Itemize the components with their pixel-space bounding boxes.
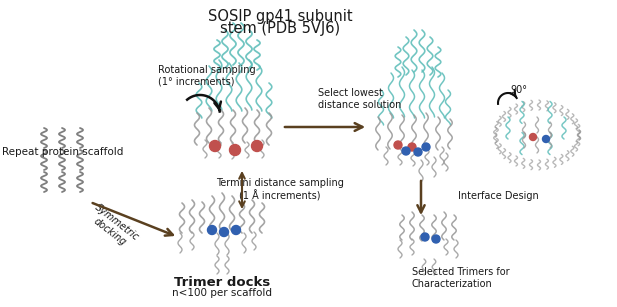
Text: SOSIP gp41 subunit: SOSIP gp41 subunit [208,9,352,24]
Text: Interface Design: Interface Design [458,191,539,201]
Circle shape [230,145,241,156]
Circle shape [220,227,228,236]
Circle shape [542,135,550,142]
Circle shape [529,134,537,141]
Text: Trimer docks: Trimer docks [174,276,270,289]
Circle shape [207,226,217,235]
Text: Repeat protein scaffold: Repeat protein scaffold [2,147,123,157]
Circle shape [231,226,241,235]
Text: Rotational sampling
(1° increments): Rotational sampling (1° increments) [158,65,255,87]
Circle shape [402,147,410,155]
Circle shape [394,141,402,149]
Circle shape [414,148,422,156]
Circle shape [252,141,262,151]
Circle shape [408,143,416,151]
Text: Termini distance sampling
(1 Å increments): Termini distance sampling (1 Å increment… [216,178,344,201]
Text: Symmetric
docking: Symmetric docking [86,202,141,252]
Circle shape [432,235,440,243]
Circle shape [422,143,430,151]
Text: stem (PDB 5VJ6): stem (PDB 5VJ6) [220,21,340,36]
Text: 90°: 90° [510,85,527,95]
Text: Select lowest
distance solution: Select lowest distance solution [318,88,402,110]
Text: Selected Trimers for
Characterization: Selected Trimers for Characterization [412,267,510,289]
Circle shape [421,233,429,241]
Text: n<100 per scaffold: n<100 per scaffold [172,288,272,298]
Circle shape [210,141,220,151]
